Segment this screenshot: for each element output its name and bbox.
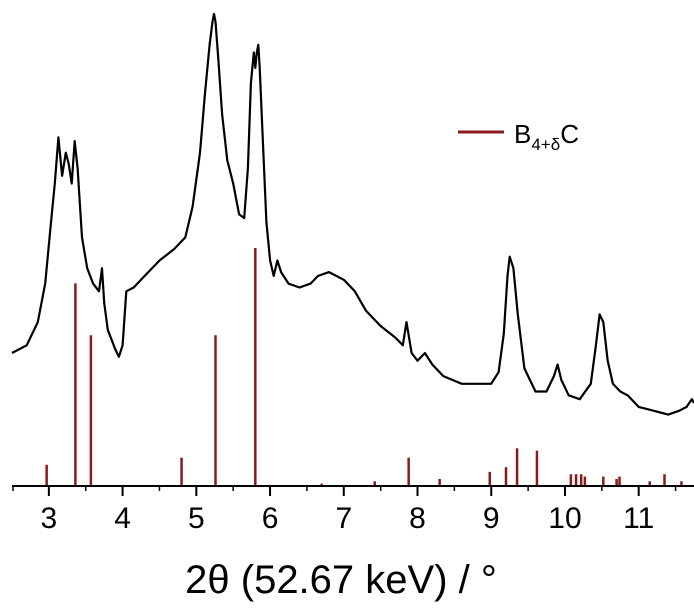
x-tick-label: 3 <box>41 502 58 535</box>
legend: B4+δC <box>458 119 579 154</box>
legend-label-subscript: 4+δ <box>531 135 560 154</box>
x-tick-label: 6 <box>262 502 279 535</box>
legend-label-end: C <box>560 119 579 149</box>
x-axis-title: 2θ (52.67 keV) / ° <box>185 558 497 602</box>
x-tick-label: 9 <box>483 502 500 535</box>
x-axis: 3 4 5 6 7 8 9 10 11 2θ (52.67 keV) / ° <box>12 485 694 602</box>
reference-sticks <box>45 248 683 486</box>
plot-area <box>11 12 694 486</box>
x-tick-label: 4 <box>114 502 131 535</box>
legend-label-main: B <box>514 119 531 149</box>
diffraction-pattern-line <box>11 12 694 416</box>
x-tick-label: 8 <box>409 502 426 535</box>
x-tick-label: 11 <box>623 502 654 535</box>
x-tick-label: 7 <box>335 502 352 535</box>
x-tick-label: 5 <box>188 502 205 535</box>
legend-label: B4+δC <box>514 119 579 154</box>
x-tick-label: 10 <box>548 502 581 535</box>
x-ticks: 3 4 5 6 7 8 9 10 11 <box>12 486 677 535</box>
